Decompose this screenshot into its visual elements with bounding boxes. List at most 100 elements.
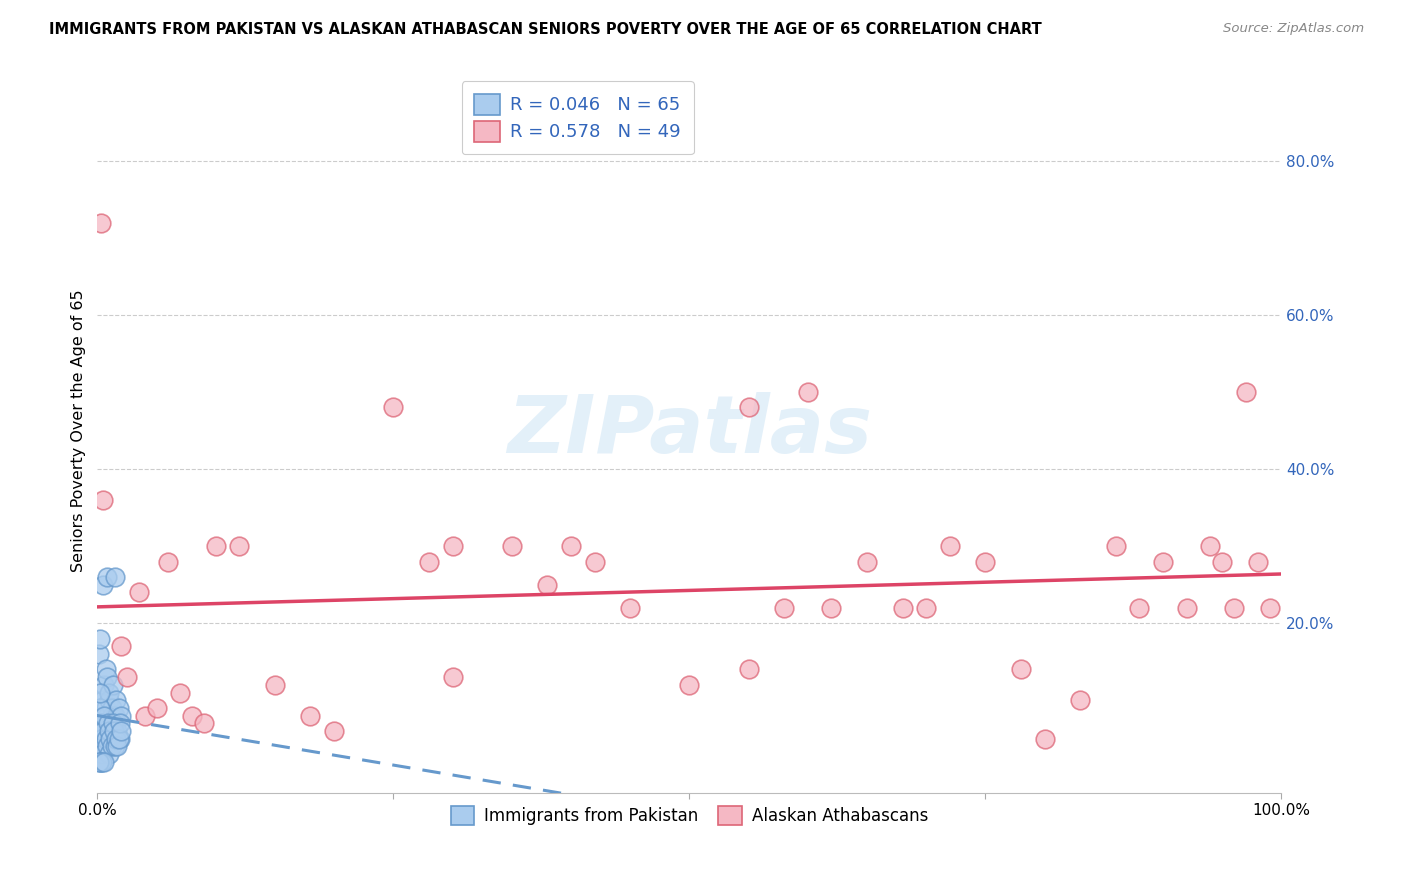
Point [105, 693, 128, 707]
Point [193, 716, 215, 731]
Point [103, 731, 125, 746]
Point [91, 747, 114, 761]
Point [181, 708, 204, 723]
Point [108, 731, 131, 746]
Point [1033, 731, 1056, 746]
Point [382, 401, 405, 415]
Point [93, 708, 115, 723]
Point [107, 701, 129, 715]
Point [87, 739, 110, 754]
Point [169, 685, 191, 699]
Point [91, 693, 114, 707]
Text: ZIPatlas: ZIPatlas [508, 392, 872, 469]
Point [101, 716, 124, 731]
Text: Source: ZipAtlas.com: Source: ZipAtlas.com [1223, 22, 1364, 36]
Point [104, 739, 127, 754]
Point [101, 678, 124, 692]
Point [107, 731, 129, 746]
Point [974, 555, 997, 569]
Point [96, 570, 118, 584]
Point [93, 678, 115, 692]
Point [1069, 693, 1091, 707]
Point [100, 731, 122, 746]
Point [115, 670, 138, 684]
Point [101, 716, 124, 731]
Point [1234, 385, 1257, 400]
Point [100, 724, 122, 739]
Point [856, 555, 879, 569]
Point [89, 755, 111, 769]
Point [93, 716, 115, 731]
Point [100, 708, 122, 723]
Point [797, 385, 820, 400]
Point [90, 731, 112, 746]
Point [97, 731, 120, 746]
Point [87, 724, 110, 739]
Point [441, 539, 464, 553]
Point [98, 724, 121, 739]
Point [91, 739, 114, 754]
Point [100, 739, 122, 754]
Point [1104, 539, 1126, 553]
Point [1223, 600, 1246, 615]
Point [299, 708, 322, 723]
Point [145, 701, 167, 715]
Point [90, 216, 112, 230]
Point [915, 600, 938, 615]
Point [678, 678, 700, 692]
Point [100, 716, 122, 731]
Point [93, 755, 115, 769]
Point [104, 708, 127, 723]
Point [91, 577, 114, 591]
Point [91, 492, 114, 507]
Point [110, 724, 132, 739]
Point [501, 539, 523, 553]
Point [91, 755, 114, 769]
Point [104, 570, 127, 584]
Point [90, 755, 112, 769]
Point [103, 724, 125, 739]
Point [100, 701, 122, 715]
Point [97, 716, 120, 731]
Point [418, 555, 440, 569]
Point [820, 600, 842, 615]
Point [1152, 555, 1174, 569]
Point [323, 724, 346, 739]
Point [94, 731, 117, 746]
Point [157, 555, 180, 569]
Point [107, 739, 129, 754]
Point [128, 585, 150, 599]
Text: IMMIGRANTS FROM PAKISTAN VS ALASKAN ATHABASCAN SENIORS POVERTY OVER THE AGE OF 6: IMMIGRANTS FROM PAKISTAN VS ALASKAN ATHA… [49, 22, 1042, 37]
Legend: Immigrants from Pakistan, Alaskan Athabascans: Immigrants from Pakistan, Alaskan Athaba… [440, 796, 938, 835]
Point [103, 724, 125, 739]
Point [583, 555, 606, 569]
Point [96, 670, 118, 684]
Point [94, 662, 117, 676]
Point [90, 731, 112, 746]
Point [91, 724, 114, 739]
Point [104, 708, 127, 723]
Point [560, 539, 582, 553]
Point [891, 600, 914, 615]
Point [97, 739, 120, 754]
Point [737, 401, 759, 415]
Point [1128, 600, 1150, 615]
Point [98, 747, 121, 761]
Point [108, 716, 131, 731]
Point [110, 640, 132, 654]
Point [89, 632, 111, 646]
Point [1211, 555, 1233, 569]
Point [619, 600, 641, 615]
Point [1199, 539, 1222, 553]
Point [1247, 555, 1270, 569]
Point [737, 662, 759, 676]
Point [441, 670, 464, 684]
Y-axis label: Seniors Poverty Over the Age of 65: Seniors Poverty Over the Age of 65 [72, 289, 86, 572]
Point [87, 647, 110, 661]
Point [204, 539, 226, 553]
Point [96, 739, 118, 754]
Point [96, 708, 118, 723]
Point [773, 600, 796, 615]
Point [90, 716, 112, 731]
Point [98, 685, 121, 699]
